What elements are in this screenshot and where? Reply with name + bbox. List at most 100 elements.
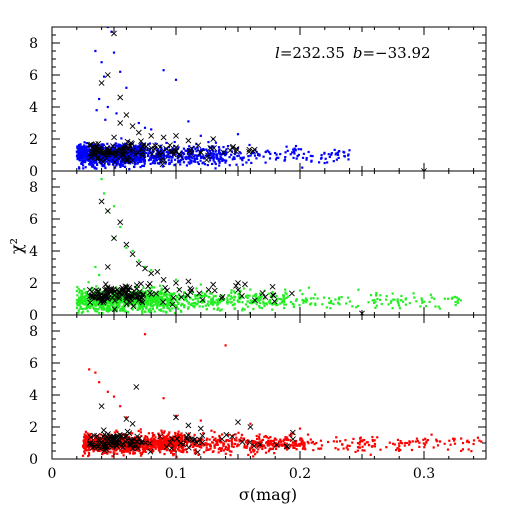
point-top-0-1102 — [85, 148, 89, 151]
point-top-0-344 — [208, 159, 212, 162]
point-middle-0-246 — [232, 298, 235, 301]
point-middle-0-740 — [374, 300, 377, 303]
point-top-0-696 — [85, 145, 88, 148]
point-middle-1-107 — [116, 288, 122, 295]
point-top-1-114 — [114, 147, 121, 154]
point-middle-0-945 — [79, 305, 82, 309]
panels — [51, 26, 487, 460]
point-bottom-0-261 — [209, 447, 212, 450]
point-bottom-0-167 — [154, 436, 157, 439]
point-bottom-0-241 — [146, 437, 149, 440]
point-top-1-59 — [128, 140, 134, 146]
point-middle-0-984 — [430, 296, 433, 299]
point-middle-0-455 — [329, 307, 332, 310]
point-middle-0-1147 — [186, 307, 190, 310]
point-top-0-572 — [96, 163, 99, 166]
point-bottom-0-456 — [154, 445, 157, 448]
point-bottom-0-724 — [234, 433, 237, 436]
point-top-0-806 — [135, 156, 138, 159]
point-middle-0-1008 — [194, 302, 197, 305]
ytick-label-middle: 2 — [29, 276, 38, 292]
point-bottom-0-1379 — [156, 441, 159, 444]
point-top-1-72 — [152, 142, 159, 149]
point-top-0-651 — [193, 159, 196, 162]
point-middle-0-1034 — [115, 307, 118, 310]
point-top-0-239 — [155, 156, 158, 159]
point-middle-0-385 — [371, 299, 374, 302]
point-top-0-568 — [258, 153, 261, 156]
point-bottom-0-734 — [266, 443, 269, 446]
point-bottom-0-920 — [359, 436, 362, 439]
point-middle-1-148 — [142, 265, 148, 272]
point-bottom-0-1274 — [154, 447, 157, 450]
point-bottom-0-307 — [81, 445, 85, 448]
point-bottom-0-1234 — [93, 441, 96, 444]
point-top-0-1116 — [85, 153, 89, 156]
point-bottom-0-1173 — [218, 437, 222, 440]
point-bottom-0-1398 — [120, 449, 123, 453]
point-middle-0-582 — [86, 294, 89, 298]
point-middle-0-13 — [209, 301, 212, 304]
point-bottom-0-104 — [162, 434, 165, 437]
point-bottom-0-1205 — [293, 446, 296, 450]
point-middle-0-128 — [216, 301, 219, 304]
point-top-0-920 — [198, 154, 202, 157]
point-bottom-0-990 — [115, 447, 119, 451]
point-bottom-0-71 — [177, 430, 180, 433]
point-bottom-0-119 — [452, 439, 456, 442]
point-bottom-1-136 — [235, 419, 241, 426]
point-bottom-0-941 — [194, 438, 197, 441]
point-top-1-107 — [103, 155, 110, 162]
point-top-0-140 — [241, 159, 244, 162]
point-middle-0-1161 — [155, 305, 159, 308]
point-top-0-41 — [328, 155, 331, 158]
point-top-0-47 — [337, 156, 340, 159]
point-middle-0-1169 — [120, 309, 123, 312]
point-middle-0-677 — [233, 302, 236, 305]
point-middle-0-704 — [230, 296, 234, 299]
point-middle-0-562 — [159, 298, 162, 301]
point-bottom-0-1352 — [149, 445, 152, 448]
point-bottom-0-1182 — [249, 451, 253, 454]
point-bottom-0-1043 — [211, 450, 214, 453]
point-top-0-1008 — [205, 148, 208, 151]
point-middle-0-421 — [152, 304, 155, 307]
point-middle-0-1046 — [428, 300, 431, 304]
point-bottom-0-422 — [155, 443, 158, 446]
point-middle-0-548 — [147, 302, 150, 305]
point-middle-0-859 — [246, 297, 249, 300]
point-top-0-618 — [242, 156, 245, 159]
point-top-0-639 — [215, 157, 218, 160]
point-bottom-0-994 — [301, 439, 304, 442]
ytick-label-bottom: 6 — [29, 356, 38, 372]
point-middle-0-256 — [257, 300, 260, 303]
point-middle-0-60 — [246, 305, 249, 308]
point-bottom-0-1262 — [123, 438, 126, 441]
point-bottom-0-664 — [85, 445, 88, 448]
point-bottom-0-345 — [120, 451, 124, 454]
point-top-0-502 — [90, 162, 94, 165]
point-bottom-0-287 — [221, 433, 224, 436]
point-bottom-0-1159 — [227, 447, 230, 450]
point-middle-0-961 — [276, 303, 279, 306]
ytick-label-top: 8 — [29, 36, 38, 52]
point-top-0-759 — [185, 157, 188, 161]
point-middle-0-785 — [178, 298, 181, 301]
point-bottom-1-115 — [188, 436, 195, 442]
point-bottom-0-882 — [293, 441, 296, 444]
point-middle-0-564 — [86, 307, 89, 310]
point-top-0-287 — [190, 148, 193, 151]
point-middle-0-931 — [302, 301, 305, 304]
point-top-0-1161 — [241, 163, 244, 166]
point-middle-0-719 — [100, 290, 103, 294]
point-top-0-1253 — [240, 157, 244, 160]
point-bottom-0-1215 — [129, 442, 132, 445]
point-middle-0-892 — [95, 285, 98, 288]
point-top-0-695 — [115, 164, 118, 167]
point-middle-1-144 — [123, 241, 130, 248]
point-middle-0-162 — [134, 286, 137, 289]
point-middle-0-979 — [172, 292, 176, 295]
point-middle-0-347 — [183, 291, 186, 294]
point-middle-0-20 — [155, 306, 159, 310]
point-bottom-0-1103 — [87, 435, 90, 438]
